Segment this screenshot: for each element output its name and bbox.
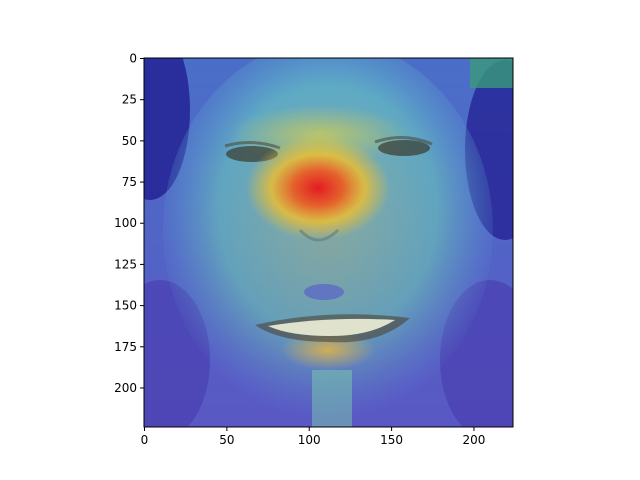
x-tick-label: 200 bbox=[463, 433, 486, 447]
y-tick-label: 50 bbox=[122, 134, 137, 148]
y-tick-label: 200 bbox=[114, 381, 137, 395]
x-tick-label: 150 bbox=[380, 433, 403, 447]
y-tick-label: 150 bbox=[114, 299, 137, 313]
right-brow bbox=[374, 136, 433, 146]
heatmap-image bbox=[144, 58, 513, 427]
philtrum-shadow bbox=[304, 284, 344, 300]
x-tick-label: 50 bbox=[219, 433, 234, 447]
x-tick-label: 0 bbox=[141, 433, 149, 447]
y-tick-label: 0 bbox=[129, 52, 137, 66]
top-right-patch bbox=[470, 58, 513, 88]
nose-hotspot bbox=[246, 136, 390, 240]
y-tick-label: 100 bbox=[114, 216, 137, 230]
y-tick-label: 25 bbox=[122, 93, 137, 107]
x-tick-label: 100 bbox=[298, 433, 321, 447]
y-tick-label: 125 bbox=[114, 257, 137, 271]
y-axis: 0 25 50 75 100 125 150 175 200 bbox=[114, 52, 144, 395]
teeth bbox=[268, 318, 395, 336]
y-tick-label: 175 bbox=[114, 340, 137, 354]
chin-band bbox=[312, 370, 352, 427]
y-tick-label: 75 bbox=[122, 175, 137, 189]
axes-frame bbox=[143, 57, 514, 428]
right-eye bbox=[378, 140, 430, 156]
x-axis: 0 50 100 150 200 bbox=[141, 427, 486, 447]
nose-base bbox=[298, 228, 340, 242]
